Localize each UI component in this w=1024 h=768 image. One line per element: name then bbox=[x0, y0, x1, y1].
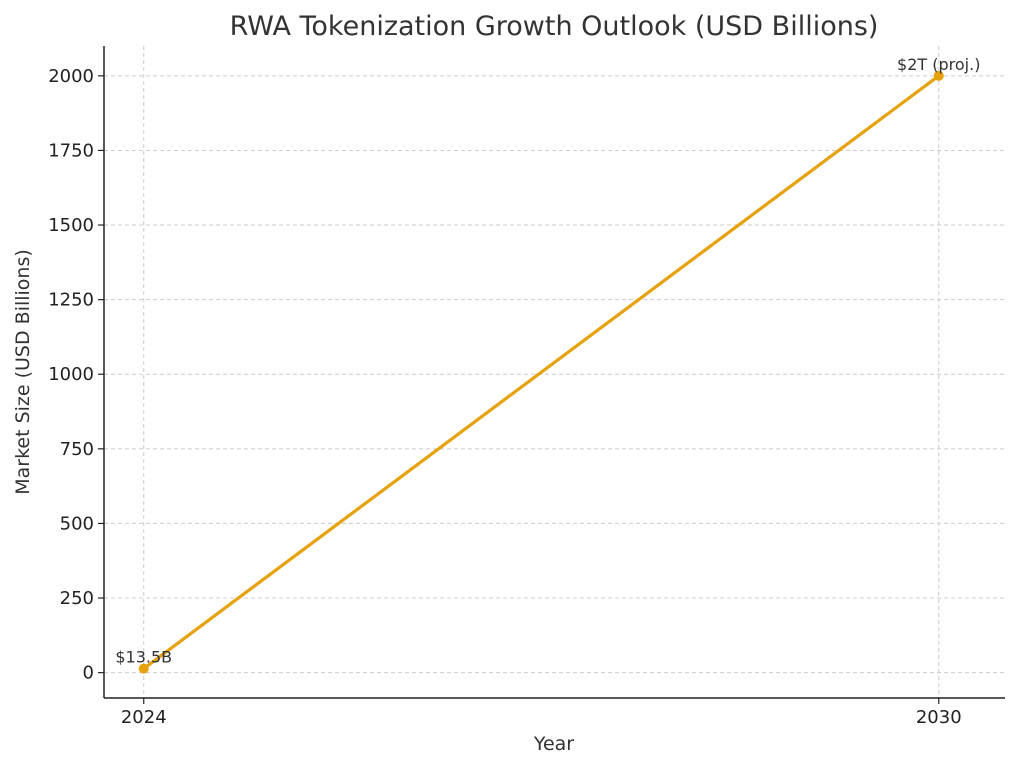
x-tick-label: 2030 bbox=[916, 707, 962, 728]
x-tick-label: 2024 bbox=[121, 707, 167, 728]
data-point bbox=[933, 70, 944, 81]
y-axis-label: Market Size (USD Billions) bbox=[12, 249, 34, 495]
y-tick-label: 1000 bbox=[48, 364, 94, 385]
y-tick-label: 500 bbox=[60, 513, 94, 534]
axes bbox=[103, 46, 1005, 699]
data-point bbox=[138, 663, 149, 674]
data-labels: $13.5B $2T (proj.) bbox=[115, 55, 980, 667]
y-tick-label: 2000 bbox=[48, 66, 94, 87]
data-label: $2T (proj.) bbox=[897, 55, 980, 74]
grid bbox=[104, 46, 1005, 698]
y-tick-label: 1750 bbox=[48, 140, 94, 161]
chart-title: RWA Tokenization Growth Outlook (USD Bil… bbox=[230, 11, 879, 42]
ticks: 0 250 500 750 1000 1250 1500 1750 2000 2024 2030 bbox=[48, 66, 961, 728]
series-line bbox=[142, 74, 941, 671]
y-tick-label: 1500 bbox=[48, 215, 94, 236]
series bbox=[138, 70, 944, 674]
y-tick-label: 250 bbox=[60, 588, 94, 609]
y-tick-label: 0 bbox=[83, 663, 94, 684]
x-axis-label: Year bbox=[533, 733, 574, 755]
y-tick-label: 1250 bbox=[48, 290, 94, 311]
data-label: $13.5B bbox=[115, 648, 172, 667]
y-tick-label: 750 bbox=[60, 439, 94, 460]
